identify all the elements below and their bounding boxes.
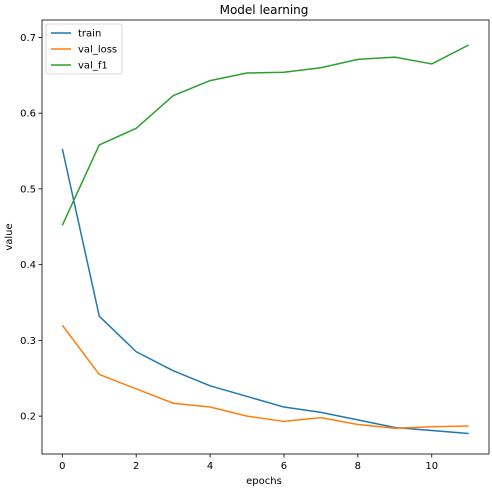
y-tick-label: 0.4 xyxy=(20,260,36,271)
legend-entry: val_f1 xyxy=(78,61,108,72)
x-tick-label: 8 xyxy=(355,461,361,472)
y-tick-label: 0.3 xyxy=(20,336,36,347)
legend-entry: val_loss xyxy=(78,45,117,56)
y-axis-label: value xyxy=(4,223,15,250)
plot-area xyxy=(61,44,470,435)
legend-entry: train xyxy=(78,29,101,40)
y-tick-label: 0.5 xyxy=(20,184,36,195)
y-tick-label: 0.7 xyxy=(20,33,36,44)
x-tick-label: 6 xyxy=(281,461,287,472)
x-axis-ticks: 0 2 4 6 8 10 xyxy=(59,454,438,472)
x-tick-label: 0 xyxy=(59,461,65,472)
chart-title: Model learning xyxy=(220,3,309,17)
x-tick-label: 4 xyxy=(207,461,213,472)
y-tick-label: 0.6 xyxy=(20,109,36,120)
legend: train val_loss val_f1 xyxy=(45,23,123,75)
legend-frame xyxy=(45,23,123,75)
series-line-val-f1 xyxy=(61,44,470,226)
series-line-val-loss xyxy=(61,324,469,429)
x-axis-label: epochs xyxy=(246,476,282,487)
x-tick-label: 10 xyxy=(425,461,438,472)
series-line-train xyxy=(61,148,469,435)
x-tick-label: 2 xyxy=(133,461,139,472)
plot-frame xyxy=(41,19,490,455)
y-axis-ticks: 0.2 0.3 0.4 0.5 0.6 0.7 xyxy=(20,33,42,423)
y-tick-label: 0.2 xyxy=(20,412,36,423)
